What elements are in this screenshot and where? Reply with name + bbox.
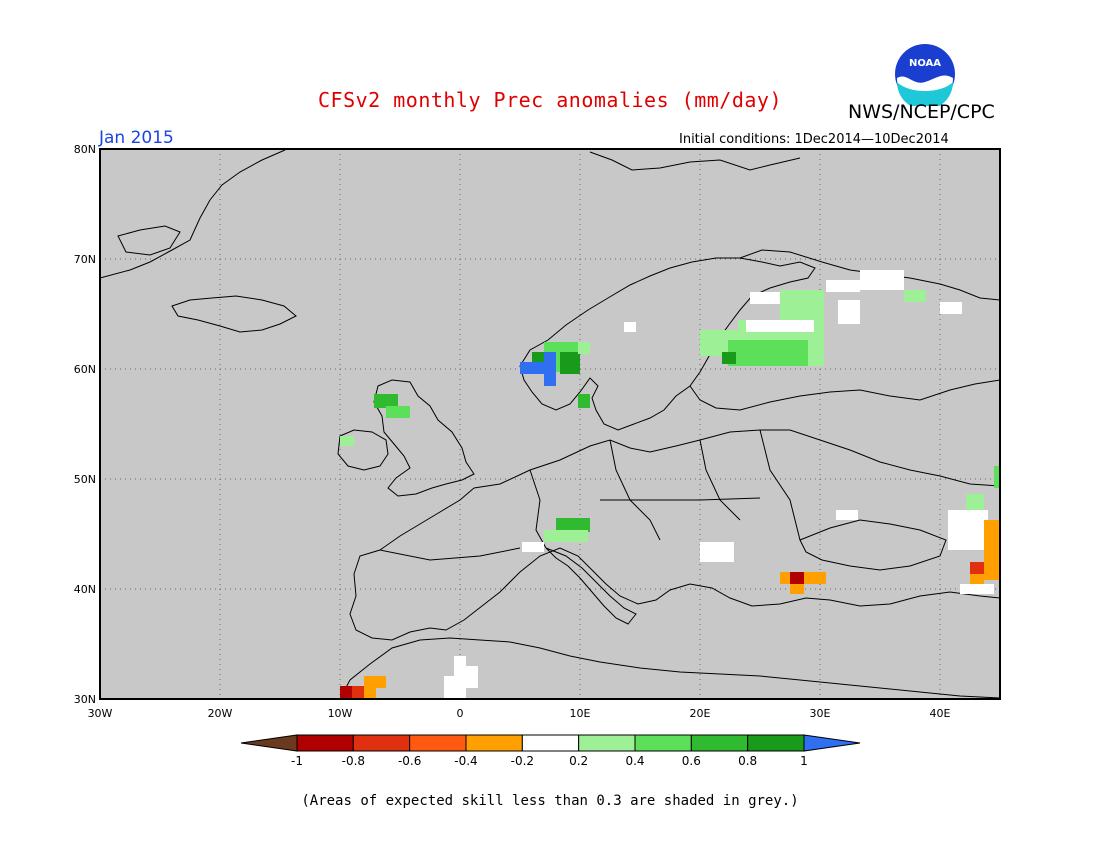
anomaly-cell [466, 666, 478, 688]
colorbar-swatch [747, 734, 805, 752]
anomaly-cell [364, 676, 386, 688]
lon-label: 30W [88, 707, 113, 720]
colorbar-swatch [465, 734, 523, 752]
colorbar-swatch [690, 734, 749, 752]
anomaly-cell [836, 510, 858, 520]
anomaly-cell [826, 280, 860, 292]
chart-title: CFSv2 monthly Prec anomalies (mm/day) [317, 88, 783, 112]
map-background [100, 149, 1000, 699]
lat-label: 70N [74, 253, 96, 266]
anomaly-cell [522, 542, 544, 552]
anomaly-cell [984, 520, 1000, 580]
colorbar-tick-label: -0.8 [342, 754, 365, 768]
anomaly-cell [814, 572, 826, 584]
lon-label: 0 [457, 707, 464, 720]
anomaly-cell [994, 466, 1000, 488]
lon-label: 10E [570, 707, 591, 720]
anomaly-cell [560, 352, 580, 374]
anomaly-cell [750, 292, 780, 304]
anomaly-cell [352, 686, 364, 699]
noaa-logo: NOAA [895, 44, 955, 106]
colorbar-arrow-low [240, 734, 298, 752]
anomaly-cell [364, 686, 376, 699]
axis-labels: 30W 20W 10W 0 10E 20E 30E 40E 80N 70N 60N 50N 40N 30N [74, 143, 951, 720]
noaa-logo-text: NOAA [909, 58, 941, 69]
anomaly-cell [970, 562, 984, 574]
anomaly-cell [340, 436, 354, 446]
colorbar: -1 -0.8 -0.6 -0.4 -0.2 0.2 0.4 0.6 0.8 1 [240, 734, 861, 768]
initial-conditions: Initial conditions: 1Dec2014—10Dec2014 [679, 132, 949, 147]
colorbar-tick-label: 0.6 [682, 754, 701, 768]
colorbar-swatch [634, 734, 692, 752]
lon-label: 10W [328, 707, 353, 720]
lon-label: 20W [208, 707, 233, 720]
colorbar-swatch [409, 734, 467, 752]
anomaly-cell [728, 340, 808, 366]
anomaly-cell [790, 572, 804, 584]
colorbar-swatch [352, 734, 411, 752]
anomaly-cell [544, 530, 588, 542]
anomaly-cell [556, 518, 590, 532]
anomaly-cell [966, 494, 984, 510]
colorbar-tick-label: 0.8 [738, 754, 757, 768]
anomaly-cell [722, 352, 736, 364]
anomaly-cell [948, 510, 988, 550]
anomaly-cell [578, 394, 590, 408]
footnote: (Areas of expected skill less than 0.3 a… [301, 793, 799, 809]
anomaly-cell [838, 300, 860, 324]
anomaly-cell [970, 574, 984, 584]
colorbar-tick-label: -1 [291, 754, 303, 768]
anomaly-cell [544, 352, 556, 386]
anomaly-cell [624, 322, 636, 332]
colorbar-tick-label: 0.2 [569, 754, 588, 768]
lat-label: 40N [74, 583, 96, 596]
lat-label: 60N [74, 363, 96, 376]
anomaly-cell [746, 320, 814, 332]
anomaly-cell [790, 584, 804, 594]
colorbar-tick-label: 0.4 [625, 754, 644, 768]
colorbar-tick-label: -0.4 [454, 754, 477, 768]
anomaly-cell [444, 676, 466, 699]
anomaly-cell [940, 302, 962, 314]
anomaly-cell [340, 686, 352, 699]
anomaly-shading [340, 270, 1000, 699]
anomaly-cell [578, 342, 590, 354]
anomaly-map: 30W 20W 10W 0 10E 20E 30E 40E 80N 70N 60N 50N 40N 30N [74, 143, 1001, 720]
lon-label: 40E [930, 707, 951, 720]
lat-label: 80N [74, 143, 96, 156]
valid-month: Jan 2015 [99, 128, 174, 148]
lat-label: 30N [74, 693, 96, 706]
lat-label: 50N [74, 473, 96, 486]
colorbar-swatch [578, 734, 636, 752]
anomaly-cell [374, 394, 398, 408]
colorbar-swatch [296, 734, 354, 752]
colorbar-tick-label: 1 [800, 754, 808, 768]
coastlines [99, 149, 1001, 700]
anomaly-cell [860, 270, 904, 290]
colorbar-tick-label: -0.2 [511, 754, 534, 768]
anomaly-cell [386, 406, 410, 418]
agency-label: NWS/NCEP/CPC [848, 101, 995, 123]
anomaly-cell [700, 542, 734, 562]
anomaly-cell [960, 584, 994, 594]
colorbar-tick-label: -0.6 [398, 754, 421, 768]
anomaly-cell [904, 290, 926, 302]
lon-label: 30E [810, 707, 831, 720]
colorbar-arrow-high [803, 734, 861, 752]
lon-label: 20E [690, 707, 711, 720]
map-frame [99, 148, 1001, 700]
colorbar-swatch [521, 734, 580, 752]
